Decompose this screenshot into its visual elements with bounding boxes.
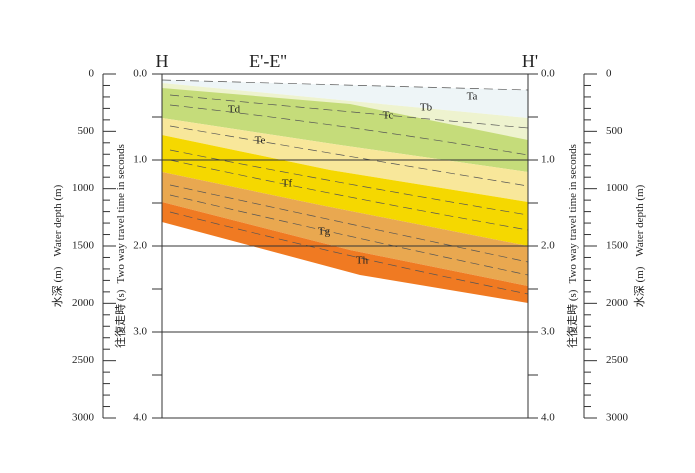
layer-label: Tf (282, 178, 293, 190)
layer-label: Te (255, 135, 266, 147)
depth-tick-label: 2000 (606, 297, 629, 309)
depth-tick-label: 500 (78, 125, 95, 137)
time-tick-label: 0.0 (133, 68, 147, 80)
label-section: E'-E'' (249, 51, 287, 71)
layer-label: Tg (318, 226, 331, 238)
layer-tf (162, 135, 528, 246)
layer-label: Td (228, 104, 241, 116)
depth-tick-label: 0 (606, 68, 612, 80)
layer-label: Ta (467, 91, 478, 103)
depth-tick-label: 2500 (72, 354, 95, 366)
depth-tick-label: 1000 (72, 182, 95, 194)
reflector (169, 194, 529, 276)
layer-tc (162, 88, 528, 172)
reflector (169, 94, 529, 129)
layer-label: Tb (420, 102, 433, 114)
reflector (169, 149, 529, 216)
layer-th (162, 202, 528, 303)
time-tick-label: 4.0 (541, 412, 555, 424)
label-h: H (156, 51, 169, 71)
reflector (169, 125, 529, 187)
time-title-right: 往復走時 (s)Two way travel time in seconds (565, 144, 579, 348)
time-tick-label: 2.0 (541, 240, 555, 252)
depth-tick-label: 1500 (606, 240, 629, 252)
layer-tg (162, 172, 528, 286)
depth-tick-label: 2000 (72, 297, 95, 309)
layer-ta (162, 80, 528, 118)
depth-tick-label: 1500 (72, 240, 95, 252)
time-tick-label: 1.0 (541, 154, 555, 166)
depth-title-left: 水深 (m)Water depth (m) (51, 184, 64, 307)
reflector (161, 79, 529, 91)
depth-tick-label: 500 (606, 125, 623, 137)
depth-title-right: 水深 (m)Water depth (m) (633, 184, 646, 307)
time-tick-label: 1.0 (133, 154, 147, 166)
label-h-prime: H' (522, 51, 538, 71)
layers (161, 79, 529, 303)
layer-label: Th (356, 255, 369, 267)
depth-tick-label: 2500 (606, 354, 629, 366)
time-tick-label: 0.0 (541, 68, 555, 80)
depth-tick-label: 0 (89, 68, 95, 80)
reflector (169, 184, 529, 263)
depth-tick-label: 3000 (72, 412, 95, 424)
time-tick-label: 4.0 (133, 412, 147, 424)
time-title-left: 往復走時 (s)Two way travel time in seconds (113, 144, 127, 348)
time-tick-label: 3.0 (541, 326, 555, 338)
reflector (169, 159, 529, 231)
layer-label: Tc (383, 110, 394, 122)
reflector (169, 104, 529, 156)
time-tick-label: 3.0 (133, 326, 147, 338)
depth-tick-label: 3000 (606, 412, 629, 424)
depth-tick-label: 1000 (606, 182, 629, 194)
time-tick-label: 2.0 (133, 240, 147, 252)
reflector (169, 211, 529, 295)
